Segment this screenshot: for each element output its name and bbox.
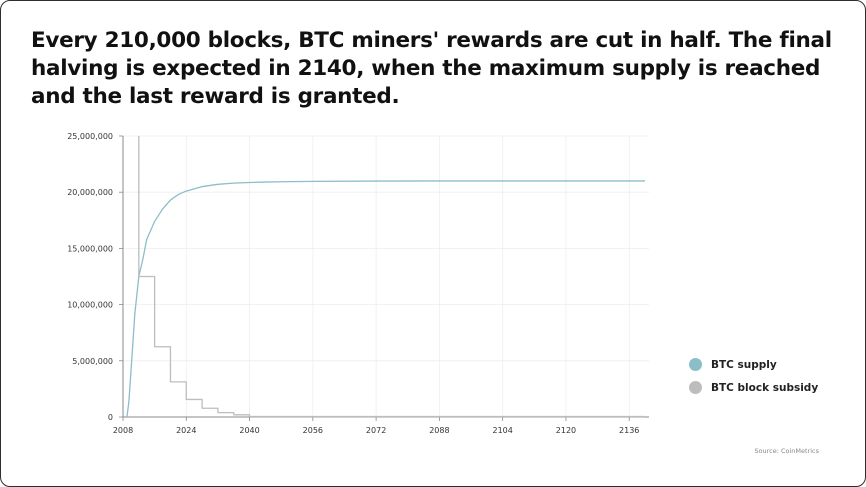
- legend-item-btc-block-subsidy[interactable]: BTC block subsidy: [689, 376, 818, 399]
- series-line-btc-block-subsidy: [138, 136, 646, 418]
- grid-lines: [123, 135, 649, 418]
- legend: BTC supply BTC block subsidy: [689, 353, 818, 399]
- x-tick-label: 2056: [303, 426, 323, 435]
- axes: [122, 136, 649, 418]
- y-axis-ticks: 0 5,000,000 10,000,000 15,000,000 20,000,000…: [67, 132, 123, 422]
- legend-swatch-btc-supply: [689, 358, 702, 371]
- y-tick-label: 15,000,000: [67, 244, 113, 253]
- x-tick-label: 2136: [619, 426, 639, 435]
- legend-label-btc-block-subsidy: BTC block subsidy: [711, 381, 819, 394]
- x-tick-label: 2088: [429, 426, 449, 435]
- source-note: Source: CoinMetrics: [754, 447, 819, 455]
- x-tick-label: 2072: [366, 426, 386, 435]
- series-lines: [126, 136, 646, 418]
- legend-swatch-btc-block-subsidy: [689, 381, 702, 394]
- chart-title: Every 210,000 blocks, BTC miners' reward…: [31, 28, 832, 109]
- y-tick-label: 25,000,000: [67, 132, 113, 141]
- series-line-btc-supply: [126, 180, 646, 418]
- y-tick-label: 0: [108, 413, 113, 422]
- x-tick-label: 2024: [176, 426, 196, 435]
- x-tick-label: 2120: [556, 426, 576, 435]
- x-tick-label: 2008: [113, 426, 133, 435]
- legend-label-btc-supply: BTC supply: [711, 358, 777, 371]
- x-tick-label: 2104: [492, 426, 512, 435]
- x-tick-label: 2040: [239, 426, 259, 435]
- x-axis-ticks: 2008 2024 2040 2056 2072 2088 2104 2120 2136: [113, 417, 639, 435]
- y-tick-label: 20,000,000: [67, 188, 113, 197]
- y-tick-label: 10,000,000: [67, 301, 113, 310]
- y-tick-label: 5,000,000: [72, 357, 113, 366]
- legend-item-btc-supply[interactable]: BTC supply: [689, 353, 818, 376]
